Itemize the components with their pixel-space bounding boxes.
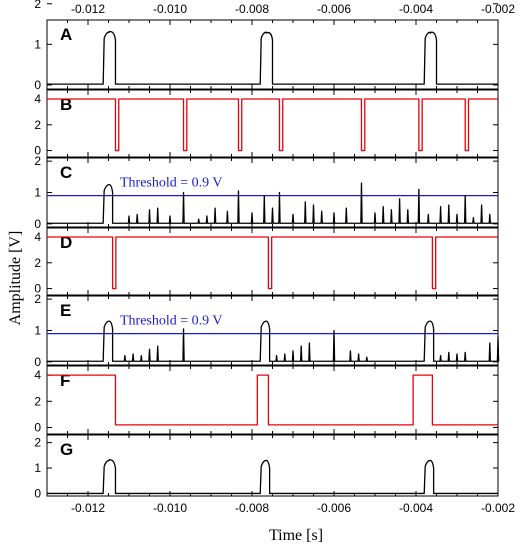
y-tick-label: 4 bbox=[34, 230, 41, 244]
y-tick-label: 0 bbox=[34, 355, 41, 369]
signal-trace bbox=[47, 30, 498, 85]
panel-frame bbox=[46, 227, 499, 296]
panel-label: C bbox=[60, 163, 72, 182]
bottom-x-axis: -0.012 -0.010 -0.008 -0.006 -0.004 -0.002 bbox=[71, 501, 515, 515]
y-tick-label: 0 bbox=[34, 486, 41, 500]
panel-e: 0 1 2 E Threshold = 0.9 V bbox=[34, 292, 500, 369]
x-tick-label: -0.004 bbox=[399, 501, 433, 515]
y-tick-label: 0 bbox=[34, 217, 41, 231]
y-tick-label: 2 bbox=[34, 394, 41, 408]
x-tick-label: -0.012 bbox=[71, 501, 105, 515]
top-x-tick-label: -0.012 bbox=[71, 2, 105, 16]
panel-frame bbox=[46, 89, 499, 158]
y-tick-label: 2 bbox=[34, 292, 41, 306]
y-tick-label: 0 bbox=[34, 78, 41, 92]
signal-trace bbox=[47, 459, 498, 495]
panel-b: 0 2 4 B bbox=[34, 89, 499, 158]
y-tick-label: 0 bbox=[34, 420, 41, 434]
threshold-label: Threshold = 0.9 V bbox=[120, 176, 223, 191]
y-tick-label: 4 bbox=[34, 368, 41, 382]
panel-label: A bbox=[60, 25, 72, 44]
x-tick-label: -0.008 bbox=[235, 501, 269, 515]
panel-c: 0 1 2 C Threshold = 0.9 V bbox=[34, 154, 499, 231]
top-x-tick-label: -0.006 bbox=[317, 2, 351, 16]
x-axis-label: Time [s] bbox=[269, 527, 323, 544]
y-tick-label: 4 bbox=[34, 92, 41, 106]
y-tick-label: 0 bbox=[34, 144, 41, 158]
panel-frame bbox=[46, 295, 499, 366]
panel-g: 0 1 2 G bbox=[34, 434, 499, 500]
y-tick-label: 2 bbox=[34, 0, 41, 11]
panel-label: E bbox=[60, 301, 71, 320]
panel-label: B bbox=[60, 95, 72, 114]
y-tick-label: 2 bbox=[34, 118, 41, 132]
panel-a: 0 1 2 A bbox=[34, 0, 499, 92]
panel-d: 0 2 4 D bbox=[34, 227, 499, 296]
y-axis-label: Amplitude [V] bbox=[7, 231, 24, 326]
y-tick-label: 2 bbox=[34, 436, 41, 450]
top-x-tick-label: -0.010 bbox=[153, 2, 187, 16]
signal-trace bbox=[47, 236, 498, 290]
x-tick-label: -0.002 bbox=[481, 501, 515, 515]
signal-trace bbox=[47, 320, 500, 362]
signal-trace bbox=[47, 98, 498, 152]
x-tick-label: -0.006 bbox=[317, 501, 351, 515]
y-tick-label: 2 bbox=[34, 154, 41, 168]
y-tick-label: 1 bbox=[34, 186, 41, 200]
top-x-tick-label: -0.002 bbox=[481, 2, 515, 16]
y-tick-label: 1 bbox=[34, 461, 41, 475]
signal-trace bbox=[47, 374, 498, 426]
y-tick-label: 1 bbox=[34, 324, 41, 338]
top-x-tick-label: -0.008 bbox=[235, 2, 269, 16]
x-tick-label: -0.010 bbox=[153, 501, 187, 515]
top-x-tick-label: -0.004 bbox=[399, 2, 433, 16]
top-x-axis: -0.012 -0.010 -0.008 -0.006 -0.004 -0.002 bbox=[71, 2, 515, 16]
threshold-label: Threshold = 0.9 V bbox=[120, 314, 223, 329]
y-tick-label: 0 bbox=[34, 282, 41, 296]
panel-f: 0 2 4 F bbox=[34, 365, 499, 435]
y-tick-label: 1 bbox=[34, 37, 41, 51]
signal-trace bbox=[47, 182, 498, 224]
panel-label: D bbox=[60, 233, 72, 252]
panel-label: G bbox=[60, 440, 73, 459]
panel-frame bbox=[46, 365, 499, 435]
panel-label: F bbox=[60, 371, 70, 390]
y-tick-label: 2 bbox=[34, 256, 41, 270]
